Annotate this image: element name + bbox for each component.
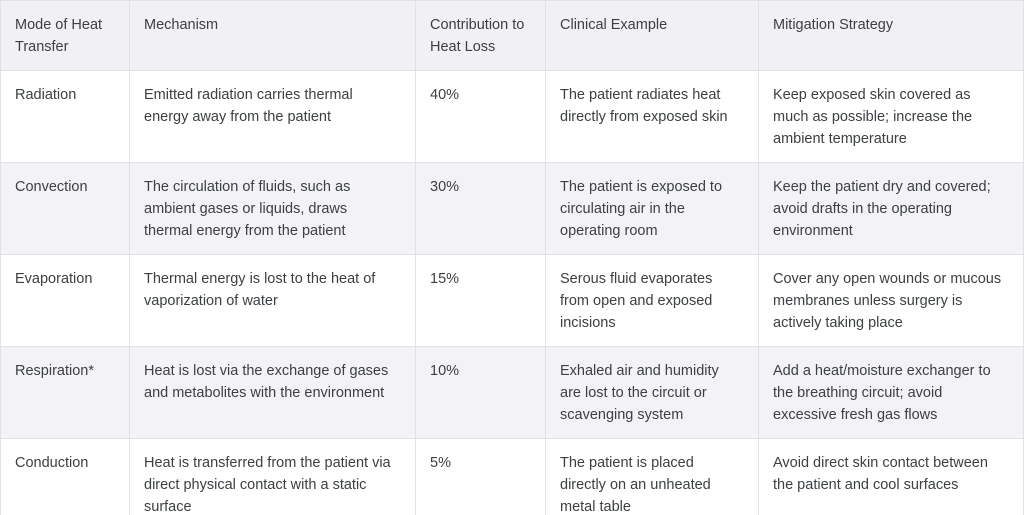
cell-mitigation-strategy: Avoid direct skin contact between the pa… bbox=[758, 438, 1024, 515]
cell-mode: Conduction bbox=[0, 438, 130, 515]
cell-clinical-example: The patient radiates heat directly from … bbox=[545, 70, 759, 163]
table-row: Convection The circulation of fluids, su… bbox=[0, 162, 1024, 255]
cell-mode: Respiration* bbox=[0, 346, 130, 439]
cell-contribution: 10% bbox=[415, 346, 546, 439]
cell-clinical-example: Exhaled air and humidity are lost to the… bbox=[545, 346, 759, 439]
cell-mode: Radiation bbox=[0, 70, 130, 163]
cell-contribution: 40% bbox=[415, 70, 546, 163]
column-header-mode: Mode of Heat Transfer bbox=[0, 0, 130, 71]
cell-mechanism: The circulation of fluids, such as ambie… bbox=[129, 162, 416, 255]
cell-clinical-example: The patient is placed directly on an unh… bbox=[545, 438, 759, 515]
cell-clinical-example: The patient is exposed to circulating ai… bbox=[545, 162, 759, 255]
cell-mode: Convection bbox=[0, 162, 130, 255]
header-row: Mode of Heat Transfer Mechanism Contribu… bbox=[0, 0, 1024, 71]
column-header-clinical-example: Clinical Example bbox=[545, 0, 759, 71]
cell-mitigation-strategy: Keep exposed skin covered as much as pos… bbox=[758, 70, 1024, 163]
table-row: Evaporation Thermal energy is lost to th… bbox=[0, 254, 1024, 347]
cell-mitigation-strategy: Cover any open wounds or mucous membrane… bbox=[758, 254, 1024, 347]
column-header-contribution: Contribution to Heat Loss bbox=[415, 0, 546, 71]
cell-mode: Evaporation bbox=[0, 254, 130, 347]
cell-contribution: 5% bbox=[415, 438, 546, 515]
cell-mitigation-strategy: Add a heat/moisture exchanger to the bre… bbox=[758, 346, 1024, 439]
cell-contribution: 15% bbox=[415, 254, 546, 347]
cell-clinical-example: Serous fluid evaporates from open and ex… bbox=[545, 254, 759, 347]
cell-mechanism: Emitted radiation carries thermal energy… bbox=[129, 70, 416, 163]
cell-mitigation-strategy: Keep the patient dry and covered; avoid … bbox=[758, 162, 1024, 255]
column-header-mitigation-strategy: Mitigation Strategy bbox=[758, 0, 1024, 71]
cell-mechanism: Thermal energy is lost to the heat of va… bbox=[129, 254, 416, 347]
table-row: Radiation Emitted radiation carries ther… bbox=[0, 70, 1024, 163]
cell-mechanism: Heat is transferred from the patient via… bbox=[129, 438, 416, 515]
column-header-mechanism: Mechanism bbox=[129, 0, 416, 71]
table-row: Respiration* Heat is lost via the exchan… bbox=[0, 346, 1024, 439]
cell-contribution: 30% bbox=[415, 162, 546, 255]
table-row: Conduction Heat is transferred from the … bbox=[0, 438, 1024, 515]
cell-mechanism: Heat is lost via the exchange of gases a… bbox=[129, 346, 416, 439]
